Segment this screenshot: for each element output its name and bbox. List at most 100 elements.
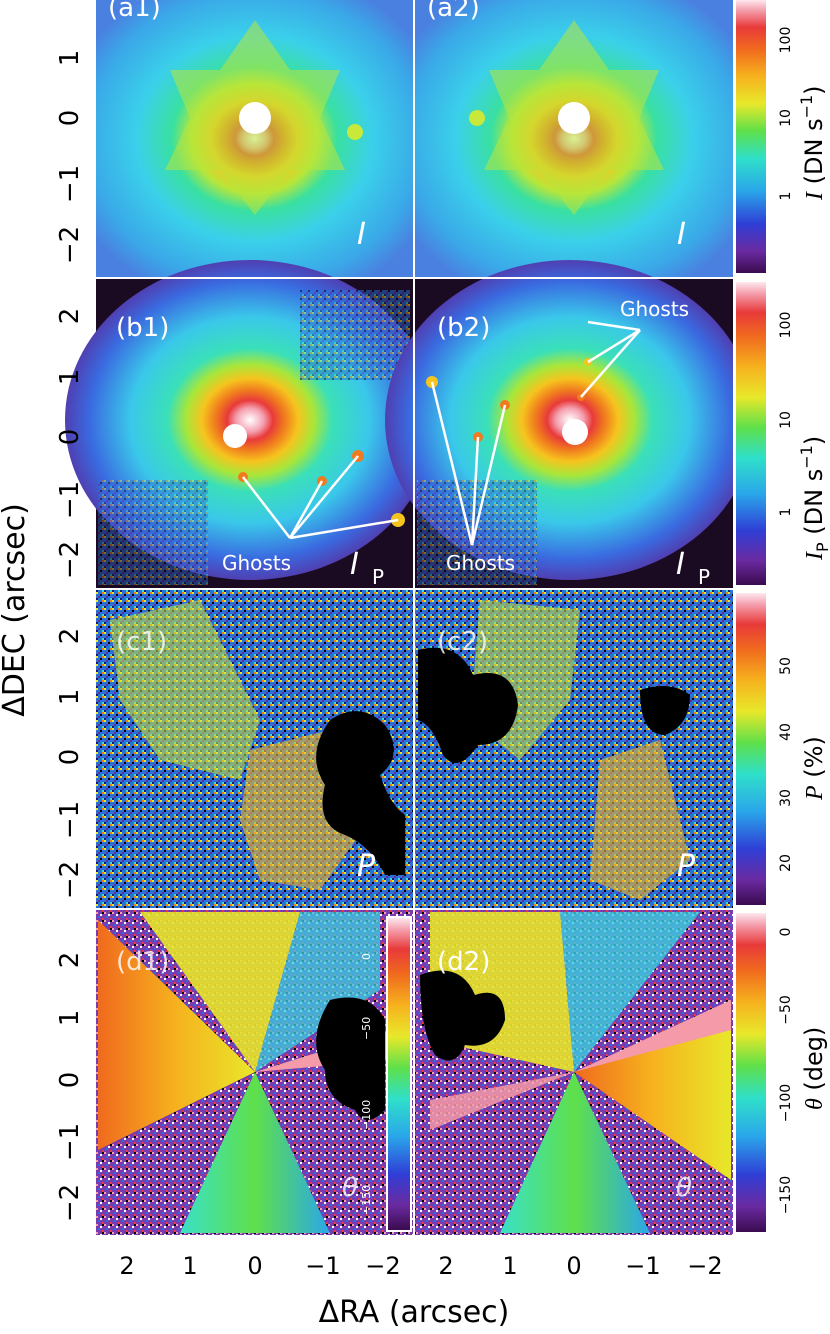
y-tick-label: −1 <box>55 165 85 203</box>
x-tick-label: 1 <box>182 1252 197 1280</box>
panel-d2-quantity: θ <box>676 1173 692 1203</box>
panel-c2-label: (c2) <box>437 627 488 657</box>
panel-b2-ghosts-label-upper: Ghosts <box>620 297 689 321</box>
colorbar-c-tick: 30 <box>778 789 794 807</box>
colorbar-b-tick: 100 <box>778 312 794 339</box>
colorbar-b-tick: 10 <box>778 411 794 429</box>
panel-c1: (c1) P <box>96 590 413 908</box>
x-tick-label: 0 <box>566 1252 581 1280</box>
y-tick-label: 1 <box>55 1010 85 1027</box>
panel-b1-noise-lower-left <box>98 480 208 585</box>
panel-b1-noise-upper-right <box>300 290 410 380</box>
colorbar-a-ticklabels: 100 10 1 <box>778 27 794 201</box>
colorbar-b-ticklabels: 100 10 1 <box>778 312 794 517</box>
x-tick-label: −2 <box>687 1252 722 1280</box>
panel-d2-pink-streak-lower <box>430 1072 574 1130</box>
colorbar-d-ticklabels: 0 −50 −100 −150 <box>778 928 794 1215</box>
colorbar-b-tick: 1 <box>778 508 794 517</box>
panel-d1-inset-colorbar-tick-3: −100 <box>360 1100 373 1130</box>
colorbar-d-title: θ (deg) <box>800 1027 828 1110</box>
colorbar-b: 100 10 1 IP (DN s−1) <box>733 279 830 588</box>
colorbar-c-ticklabels: 50 40 30 20 <box>778 657 794 872</box>
panel-d2-cool-sector-top <box>560 912 700 1072</box>
panel-a2-core <box>558 102 590 134</box>
y-tick-label: 1 <box>55 369 85 386</box>
row-c: (c1) P (c2) P <box>96 590 733 908</box>
panel-b2-quantity: I <box>676 547 685 582</box>
colorbar-c-tick: 40 <box>778 723 794 741</box>
x-tick-label: −1 <box>305 1252 340 1280</box>
colorbar-b-title: IP (DN s−1) <box>797 436 830 561</box>
colorbar-a: 100 10 1 I (DN s−1) <box>733 0 828 277</box>
panel-c2-masked-region-right <box>640 686 690 735</box>
panel-c2: (c2) P <box>415 590 733 908</box>
y-axis-label: ΔDEC (arcsec) <box>0 503 32 717</box>
panel-b2-ghosts-label: Ghosts <box>446 551 515 575</box>
y-tick-label: 2 <box>55 952 85 969</box>
colorbar-d-fill <box>736 913 766 1232</box>
colorbar-a-tick: 1 <box>778 192 794 201</box>
panel-separators <box>96 0 733 1235</box>
y-tick-label: 0 <box>55 749 85 766</box>
panel-c1-label: (c1) <box>116 627 167 657</box>
panel-d1-masked-region <box>316 997 385 1120</box>
y-tick-label: −1 <box>55 481 85 519</box>
x-tick-label: −1 <box>625 1252 660 1280</box>
colorbar-c-title: P (%) <box>800 736 828 801</box>
panel-c1-masked-region <box>316 711 405 875</box>
x-tick-label: 2 <box>119 1252 134 1280</box>
panel-c1-quantity: P <box>357 849 376 884</box>
colorbar-c-tick: 50 <box>778 657 794 675</box>
panel-b2-ghost-pointers-upper <box>580 320 641 398</box>
row-b: Ghosts (b1) I P Ghost <box>65 260 755 589</box>
panel-d2-masked-region <box>420 970 505 1061</box>
panel-b1-label: (b1) <box>116 313 169 343</box>
y-tick-label: 1 <box>55 689 85 706</box>
panel-b2-noise-lower-left <box>417 480 537 585</box>
y-axis: 1 0 −1 −2 2 1 0 −1 −2 2 1 0 −1 −2 2 1 0 … <box>0 50 85 1222</box>
x-tick-label: −2 <box>365 1252 400 1280</box>
panel-d1-warm-sector-top <box>140 912 300 1072</box>
colorbar-d: 0 −50 −100 −150 θ (deg) <box>733 910 828 1235</box>
panel-d1-inset-colorbar: 0 −50 −100 −150 <box>360 916 412 1232</box>
y-tick-label: −2 <box>55 1184 85 1222</box>
y-tick-label: 0 <box>55 1072 85 1089</box>
panel-c2-high-polarization-region-right <box>590 740 690 900</box>
x-tick-label: 2 <box>438 1252 453 1280</box>
panel-b1-core <box>223 424 247 448</box>
panel-d2-cool-sector-bottom <box>500 1072 650 1233</box>
colorbar-d-tick: −50 <box>778 995 794 1025</box>
panel-d2: (d2) θ <box>415 910 733 1235</box>
colorbar-a-fill <box>736 0 766 273</box>
colorbar-c: 50 40 30 20 P (%) <box>733 590 828 908</box>
y-tick-label: −2 <box>55 541 85 579</box>
panel-a2-label: (a2) <box>427 0 480 23</box>
panel-b2-ghost-pointers-lower <box>430 381 507 546</box>
x-axis-label: ΔRA (arcsec) <box>319 1295 510 1330</box>
panel-a1-ghost-spot <box>347 124 363 140</box>
colorbar-a-tick: 10 <box>778 109 794 127</box>
panel-b1-quantity-sub: P <box>372 565 384 589</box>
y-tick-label: 2 <box>55 308 85 325</box>
colorbar-d-tick: 0 <box>778 928 794 937</box>
panel-a2-quantity: I <box>677 217 686 252</box>
panel-d1: 0 −50 −100 −150 (d1) θ <box>96 910 413 1235</box>
panel-a2-ghost-spot <box>469 110 485 126</box>
panel-d1-label: (d1) <box>116 947 169 977</box>
colorbar-c-fill <box>736 593 766 905</box>
panel-b1-quantity: I <box>350 547 359 582</box>
y-ticklabels-row-a: 1 0 −1 −2 <box>55 50 85 264</box>
panel-a1: (a1) I <box>96 0 413 277</box>
panel-d1-cool-sector-bottom <box>180 1072 330 1233</box>
colorbar-d-tick: −100 <box>778 1084 794 1122</box>
panel-c2-quantity: P <box>677 849 696 884</box>
y-ticklabels-row-d: 2 1 0 −1 −2 <box>55 952 85 1222</box>
panel-c2-masked-region <box>418 647 518 763</box>
colorbar-d-tick: −150 <box>778 1176 794 1214</box>
y-tick-label: −1 <box>55 801 85 839</box>
panel-d2-pink-streak <box>574 1000 731 1072</box>
x-axis: 2 1 0 −1 −2 2 1 0 −1 −2 ΔRA (arcsec) <box>119 1252 722 1330</box>
panel-d1-inset-colorbar-fill <box>388 918 410 1230</box>
y-tick-label: 2 <box>55 628 85 645</box>
colorbar-a-title: I (DN s−1) <box>797 85 828 201</box>
